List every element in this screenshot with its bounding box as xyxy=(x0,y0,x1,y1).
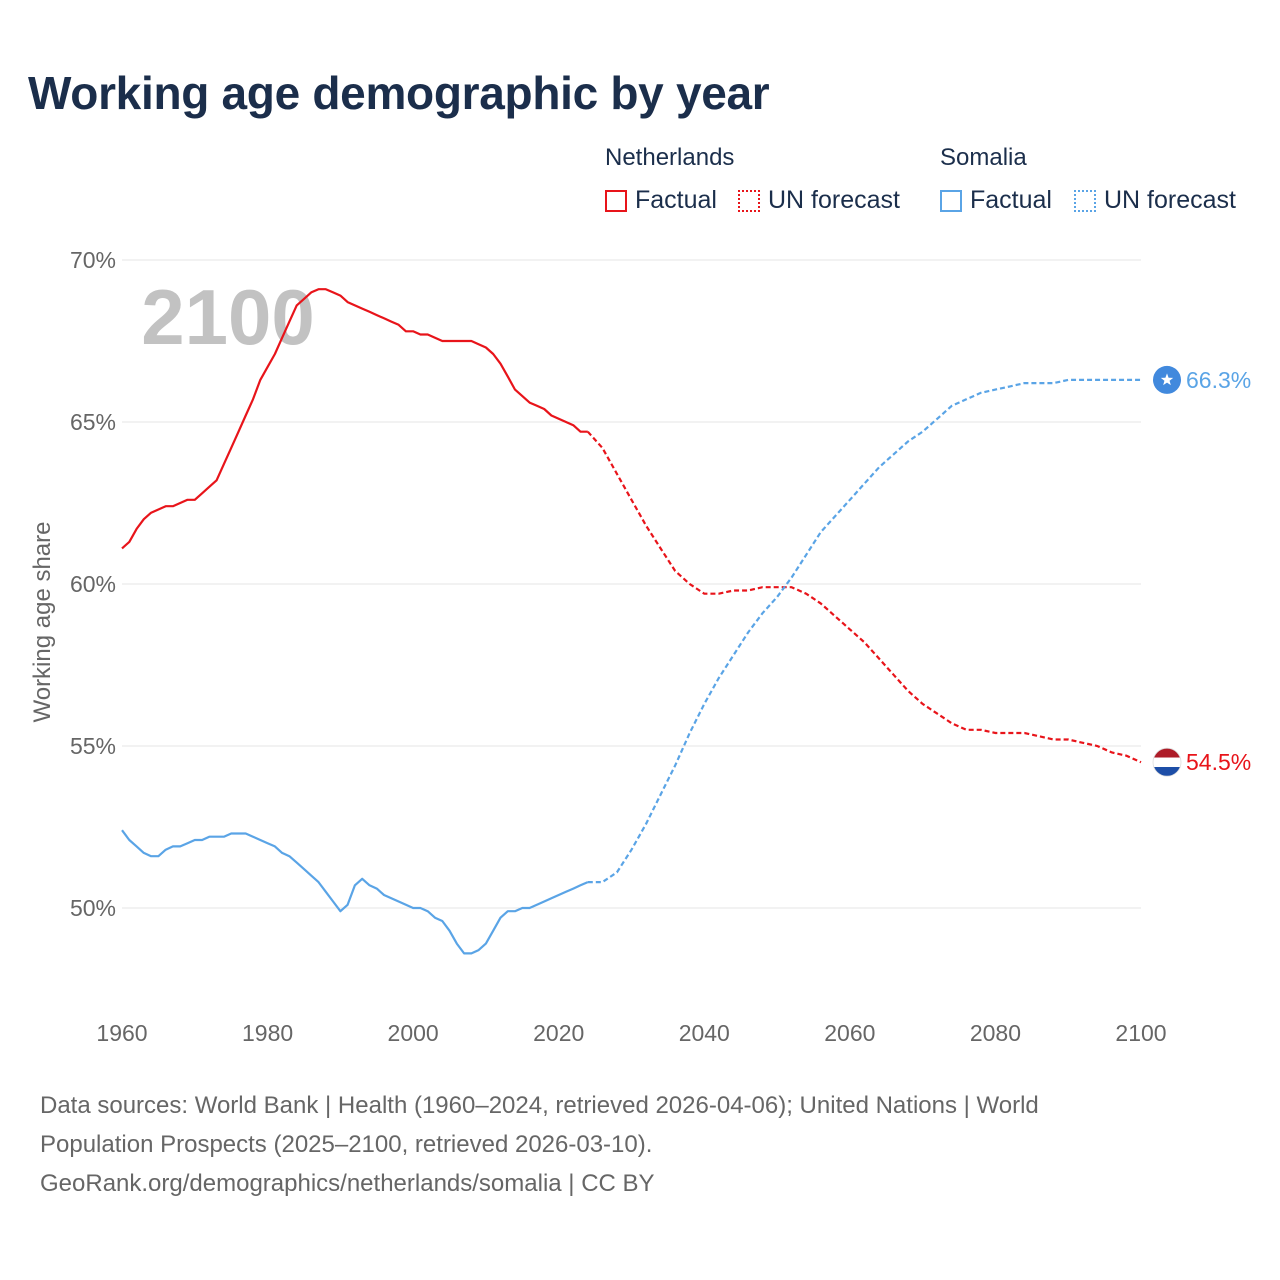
legend-netherlands-forecast[interactable]: UN forecast xyxy=(738,186,900,215)
legend-somalia-factual[interactable]: Factual xyxy=(940,186,1052,215)
y-tick-label: 50% xyxy=(70,895,116,921)
y-tick-label: 55% xyxy=(70,733,116,759)
legend-swatch-solid xyxy=(605,189,627,212)
y-tick-label: 65% xyxy=(70,409,116,435)
x-tick-label: 2020 xyxy=(533,1020,584,1046)
somalia-forecast-line xyxy=(587,378,1141,884)
flag-stripes xyxy=(1153,748,1181,777)
x-tick-label: 2000 xyxy=(388,1020,439,1046)
footer: Data sources: World Bank | Health (1960–… xyxy=(40,1086,1220,1203)
footer-sources-line1: Data sources: World Bank | Health (1960–… xyxy=(40,1092,1039,1119)
x-tick-label: 2080 xyxy=(970,1020,1021,1046)
y-tick-label: 60% xyxy=(70,571,116,597)
chart-title: Working age demographic by year xyxy=(28,67,770,119)
netherlands-end-label: 54.5% xyxy=(1186,749,1251,775)
x-tick-label: 1960 xyxy=(96,1020,147,1046)
legend-netherlands-factual[interactable]: Factual xyxy=(605,186,717,215)
netherlands-flag-icon xyxy=(1152,747,1182,777)
footer-credit: GeoRank.org/demographics/netherlands/som… xyxy=(40,1170,655,1197)
y-tick-label: 70% xyxy=(70,247,116,273)
flag-stripe-blue xyxy=(1153,767,1181,777)
legend-label: Factual xyxy=(635,186,717,214)
legend-swatch-dotted xyxy=(738,189,760,212)
x-tick-label: 2040 xyxy=(679,1020,730,1046)
somalia-flag-icon xyxy=(1153,365,1181,394)
x-tick-label: 2060 xyxy=(824,1020,875,1046)
legend-swatch-solid xyxy=(940,189,962,212)
somalia-end-label: 66.3% xyxy=(1186,367,1251,393)
flag-star xyxy=(1160,373,1174,386)
legend-netherlands-title: Netherlands xyxy=(605,144,735,171)
line-chart: 2100 Working age share 50% 55% 60% 65% 70% 19… xyxy=(29,247,1251,1046)
x-tick-label: 2100 xyxy=(1115,1020,1166,1046)
somalia-factual-line xyxy=(121,829,589,955)
legend-label: Factual xyxy=(970,186,1052,214)
legend-label: UN forecast xyxy=(768,186,900,214)
year-watermark: 2100 xyxy=(141,273,315,361)
legend-somalia-title: Somalia xyxy=(940,144,1027,171)
x-tick-label: 1980 xyxy=(242,1020,293,1046)
footer-sources-line2: Population Prospects (2025–2100, retriev… xyxy=(40,1131,653,1158)
legend-label: UN forecast xyxy=(1104,186,1236,214)
flag-stripe-red xyxy=(1153,748,1181,758)
y-axis-label: Working age share xyxy=(29,522,56,723)
legend-swatch-dotted xyxy=(1074,189,1096,212)
legend-somalia-forecast[interactable]: UN forecast xyxy=(1074,186,1236,215)
netherlands-factual-line xyxy=(121,288,588,550)
flag-stripe-white xyxy=(1153,757,1181,767)
flag-border xyxy=(1152,747,1182,777)
netherlands-forecast-line xyxy=(586,430,1142,764)
